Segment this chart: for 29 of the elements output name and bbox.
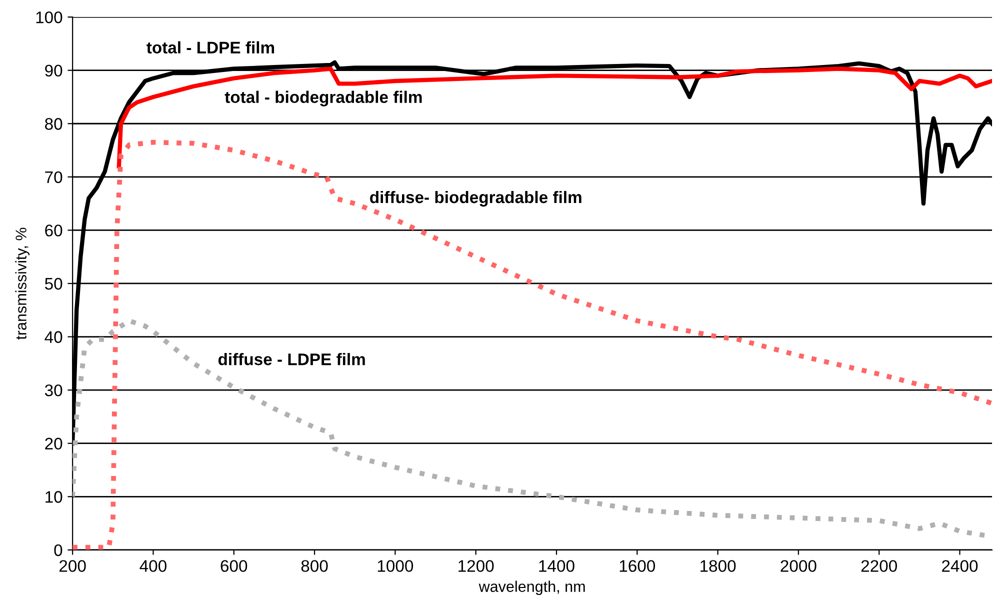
y-tick-label: 90 [45, 64, 62, 77]
y-tick-label: 0 [54, 544, 62, 556]
y-tick-label: 20 [45, 438, 62, 450]
x-tick-label: 1600 [620, 560, 656, 572]
y-axis-title: transmissivity, % [15, 228, 30, 340]
y-tick-label: 70 [45, 171, 62, 184]
x-tick-label: 2200 [861, 560, 897, 572]
x-tick-label: 2000 [780, 560, 816, 572]
y-tick-label: 10 [46, 491, 62, 503]
x-tick-label: 800 [301, 560, 328, 572]
x-tick-label: 400 [140, 560, 166, 572]
series-label: total - biodegradable film [224, 90, 422, 106]
y-tick-label: 60 [45, 224, 62, 236]
x-axis-title: wavelength, nm [478, 580, 585, 595]
y-tick-label: 80 [45, 118, 62, 130]
y-tick-label: 30 [44, 384, 62, 396]
x-tick-label: 2400 [942, 560, 978, 572]
y-tick-label: 40 [44, 331, 62, 343]
x-tick-label: 200 [60, 560, 86, 572]
y-tick-label: 50 [44, 278, 62, 290]
x-tick-label: 1000 [378, 560, 414, 572]
series-label: diffuse- biodegradable film [370, 190, 582, 207]
series-label: diffuse - LDPE film [218, 352, 365, 366]
x-tick-label: 1800 [700, 560, 736, 572]
series-label: total - LDPE film [146, 41, 274, 54]
x-tick-label: 1200 [458, 560, 494, 572]
y-tick-label: 100 [36, 11, 62, 24]
x-tick-label: 1400 [539, 560, 574, 572]
x-tick-label: 600 [220, 560, 248, 572]
